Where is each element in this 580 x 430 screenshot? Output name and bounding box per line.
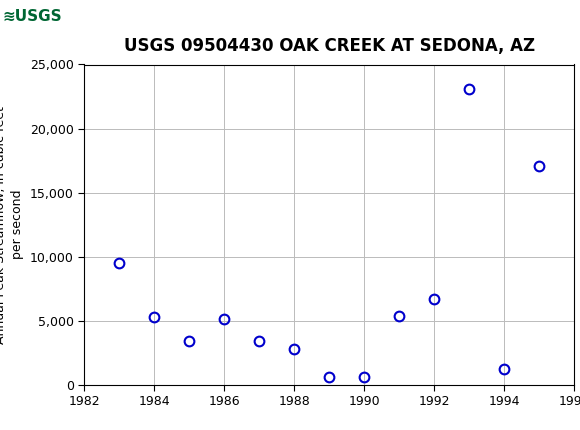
Title: USGS 09504430 OAK CREEK AT SEDONA, AZ: USGS 09504430 OAK CREEK AT SEDONA, AZ [124, 37, 535, 55]
Y-axis label: Annual Peak Streamflow, in cubic feet
per second: Annual Peak Streamflow, in cubic feet pe… [0, 106, 24, 344]
Text: ≋USGS: ≋USGS [2, 9, 62, 24]
FancyBboxPatch shape [1, 2, 97, 31]
